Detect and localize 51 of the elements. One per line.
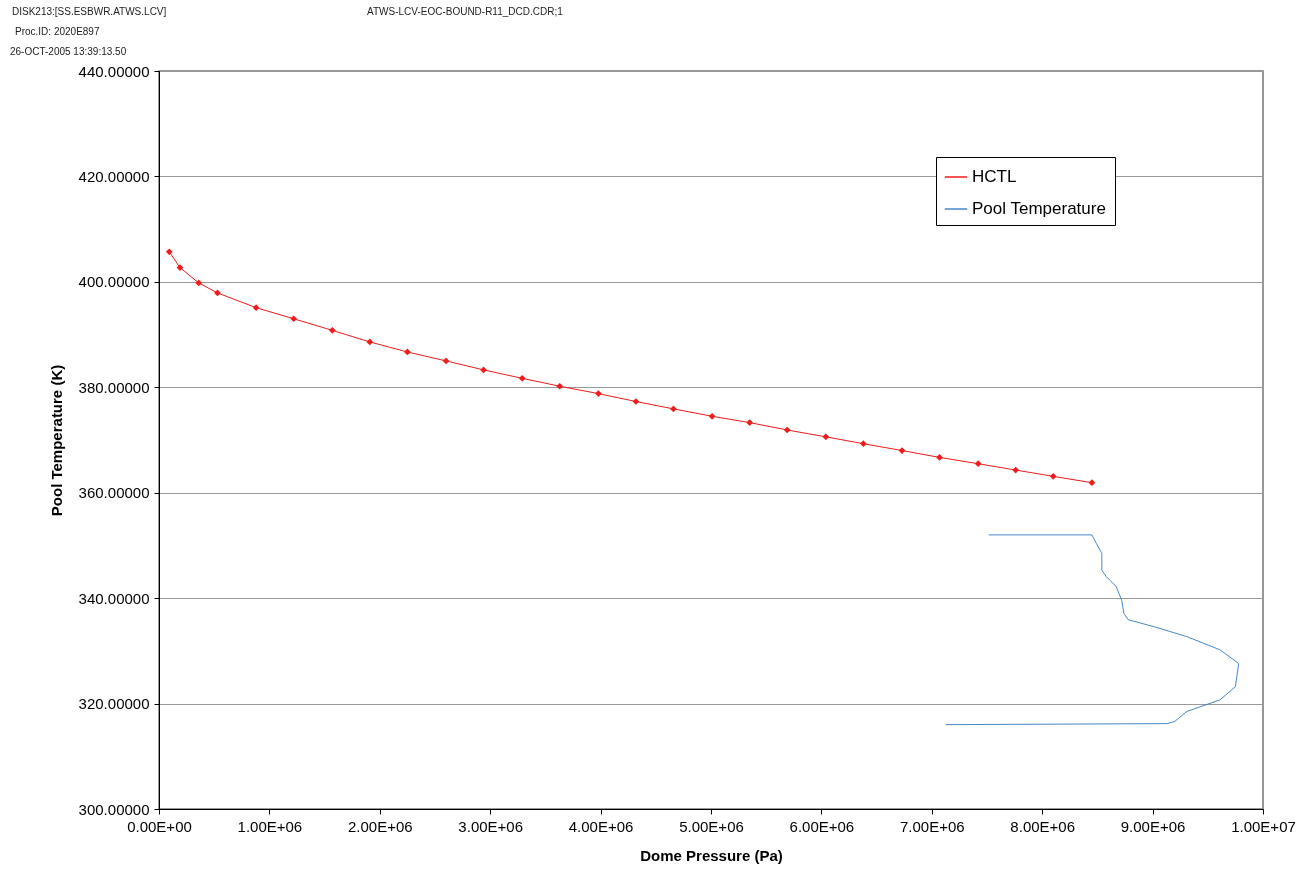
point — [556, 382, 564, 390]
y-tick-label: 340.00000 — [78, 589, 150, 607]
point — [1088, 479, 1096, 487]
point — [1049, 473, 1057, 480]
legend-label: HCTL — [972, 167, 1017, 186]
point — [404, 348, 411, 356]
point — [860, 440, 867, 448]
y-tick-label: 360.00000 — [78, 484, 150, 502]
point — [670, 405, 677, 413]
point — [974, 460, 982, 468]
x-tick-label: 1.00E+07 — [1231, 817, 1296, 835]
point — [165, 248, 173, 256]
legend-label: Pool Temperature — [972, 199, 1106, 218]
point — [595, 390, 602, 397]
y-tick-label: 380.00000 — [78, 378, 150, 396]
point — [822, 433, 830, 441]
x-tick-label: 9.00E+06 — [1120, 817, 1186, 835]
x-tick-label: 6.00E+06 — [789, 817, 855, 835]
x-tick-label: 3.00E+06 — [458, 817, 524, 835]
x-tick-label: 7.00E+06 — [899, 817, 965, 835]
point — [708, 412, 716, 420]
point — [746, 419, 753, 426]
x-tick-label: 5.00E+06 — [679, 817, 744, 835]
text: Proc.ID: 2020E897 — [15, 26, 100, 37]
point — [366, 338, 374, 346]
y-tick-label: 300.00000 — [78, 800, 150, 818]
y-tick-label: 440.00000 — [78, 62, 150, 80]
y-tick-label: 420.00000 — [78, 167, 150, 185]
x-tick-label: 1.00E+06 — [237, 817, 303, 835]
y-tick-label: 400.00000 — [78, 273, 150, 291]
point — [936, 454, 943, 461]
x-tick-label: 0.00E+00 — [127, 817, 192, 835]
point — [518, 374, 526, 382]
point — [252, 304, 260, 312]
x-tick-label: 4.00E+06 — [568, 817, 634, 835]
text: 26-OCT-2005 13:39:13.50 — [10, 46, 127, 57]
y-tick-label: 320.00000 — [78, 695, 150, 713]
point — [195, 279, 203, 287]
x-tick-label: 8.00E+06 — [1010, 817, 1076, 835]
point — [442, 357, 450, 365]
x-tick-label: 2.00E+06 — [347, 817, 413, 835]
text: ATWS-LCV-EOC-BOUND-R11_DCD.CDR;1 — [367, 6, 563, 17]
point — [328, 327, 336, 334]
point — [783, 426, 791, 434]
point — [290, 315, 298, 323]
point — [1012, 466, 1020, 474]
line-series — [945, 534, 1240, 726]
point — [480, 366, 487, 374]
text: DISK213:[SS.ESBWR.ATWS.LCV] — [12, 6, 167, 17]
y-axis-title: Pool Temperature (K) — [47, 364, 65, 517]
x-axis-title: Dome Pressure (Pa) — [640, 846, 783, 864]
